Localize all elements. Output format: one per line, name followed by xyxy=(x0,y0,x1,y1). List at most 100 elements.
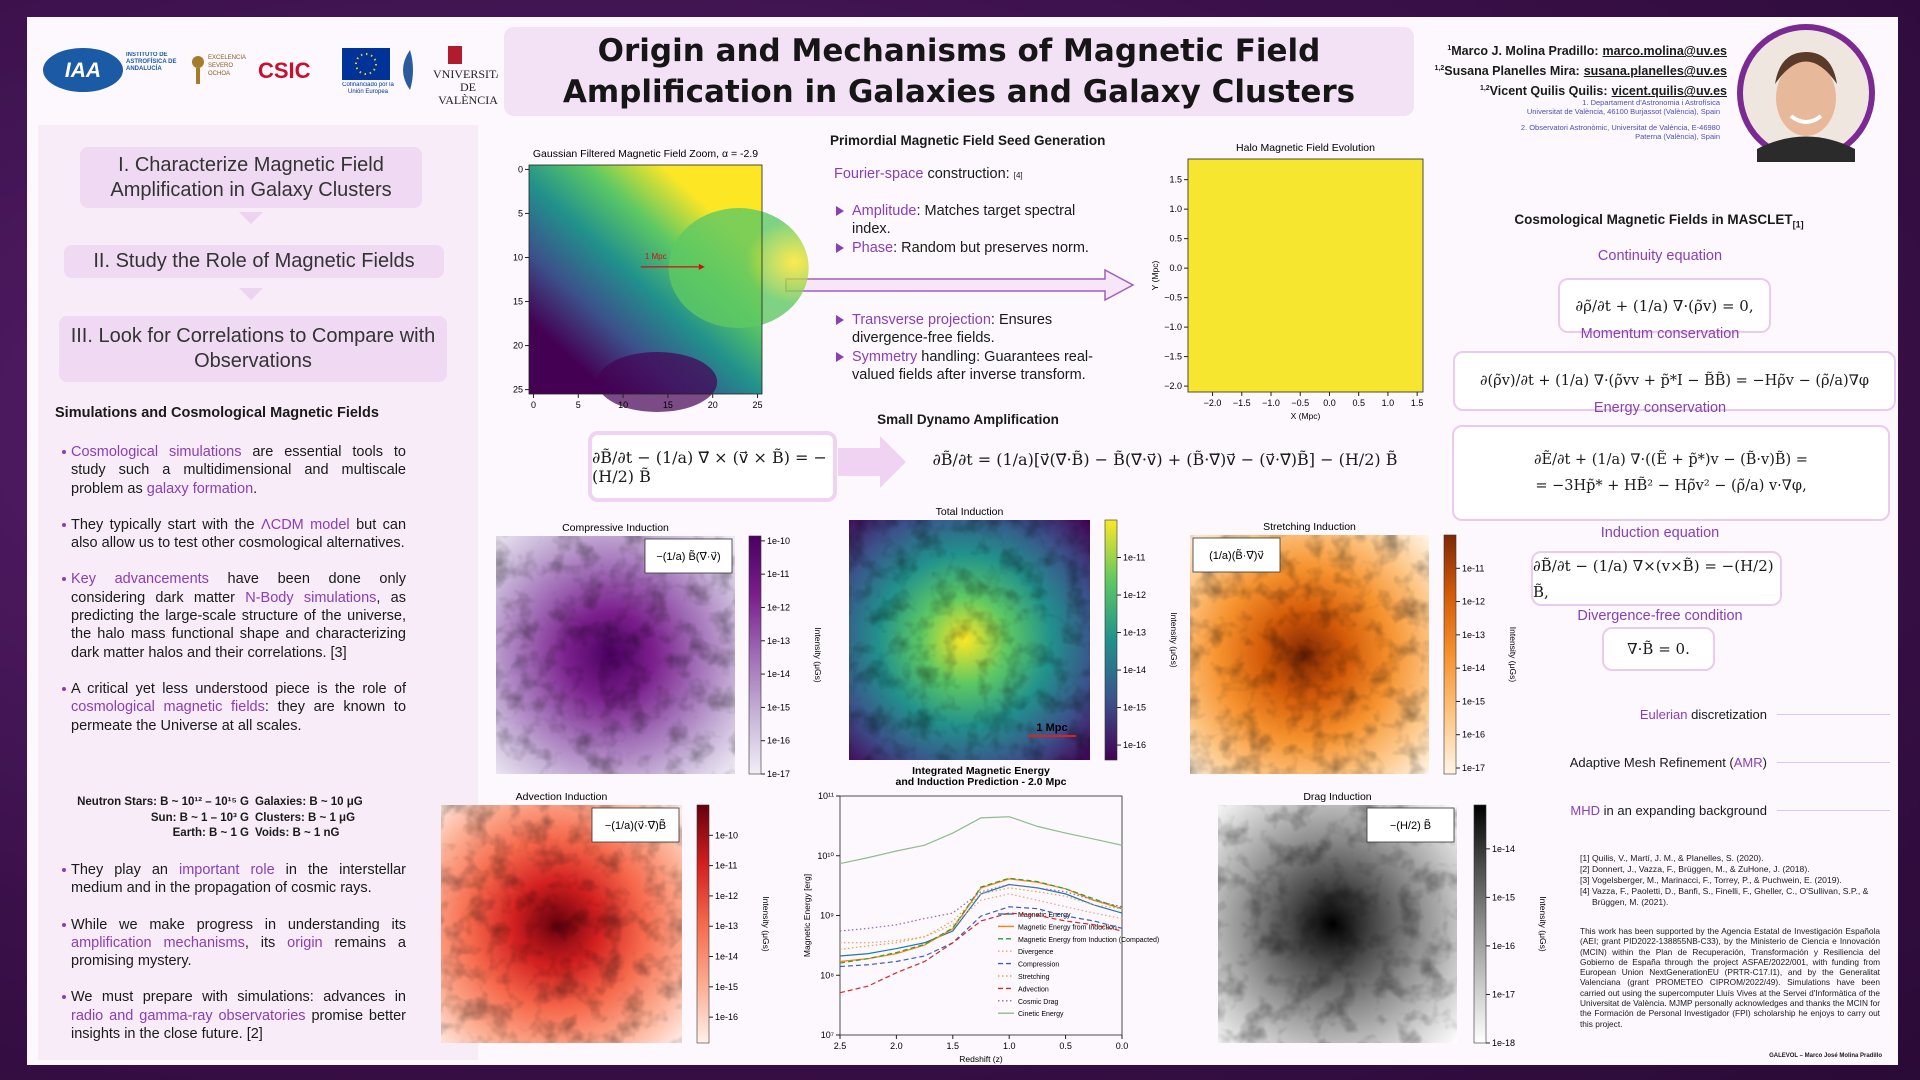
reference: [4] Vazza, F., Paoletti, D., Banfi, S., … xyxy=(1580,886,1869,907)
section-title: Cosmological Magnetic Fields in MASCLET[… xyxy=(1459,212,1859,230)
x-tick-label: 10 xyxy=(618,400,628,410)
legend-label: Magnetic Energy from Induction (Compacte… xyxy=(1018,937,1159,944)
text-run: A critical yet less understood piece is … xyxy=(71,680,406,697)
highlight: amplification mechanisms xyxy=(71,934,245,951)
heatmap-image xyxy=(1188,159,1423,392)
equation-box: ∂B̃/∂t − (1/a) ∇⃗ × (v⃗ × B̃) = −(H/2) B… xyxy=(588,431,837,502)
equation: ∂ρ̃/∂t + (1/a) ∇·(ρ̃v) = 0, xyxy=(1575,296,1754,315)
legend-label: Compression xyxy=(1018,962,1059,969)
x-axis-label: Redshift (z) xyxy=(959,1054,1003,1064)
formula-box xyxy=(1192,537,1281,573)
photo-hair xyxy=(1775,52,1837,84)
field-texture xyxy=(849,520,1090,760)
y-tick-label: 10 xyxy=(513,252,523,262)
colorbar-tick-label: 1e-15 xyxy=(1462,696,1485,706)
y-tick-label: 25 xyxy=(513,385,523,395)
chart-title: Gaussian Filtered Magnetic Field Zoom, α… xyxy=(533,148,758,160)
authors: 1Marco J. Molina Pradillo: marco.molina@u… xyxy=(1420,40,1728,100)
goal-step: III. Look for Correlations to Compare wi… xyxy=(59,316,447,382)
author-name: Susana Planelles Mira: xyxy=(1444,64,1580,79)
series-line xyxy=(839,878,1123,963)
y-tick-label: 10⁸ xyxy=(820,970,834,980)
equation-label: Energy conservation xyxy=(1593,400,1727,416)
colorbar-tick-label: 1e-10 xyxy=(767,536,790,546)
goal-step: II. Study the Role of Magnetic Fields xyxy=(64,245,444,278)
equation-box: ∂Ẽ/∂t + (1/a) ∇·((Ẽ + p̃*)v − (B̃·v)B̃) … xyxy=(1452,425,1890,521)
affiliation: 1. Departament d'Astronomia i Astrofísic… xyxy=(1526,98,1720,116)
colorbar-label: Intensity (μGs) xyxy=(813,627,823,683)
y-axis-label: Magnetic Energy [erg] xyxy=(802,874,812,957)
text-run: in an expanding background xyxy=(1600,802,1767,818)
bullet-list: Cosmological simulations are essential t… xyxy=(62,443,406,753)
colorbar-tick-label: 1e-14 xyxy=(715,952,738,962)
goal-step: I. Characterize Magnetic Field Amplifica… xyxy=(80,147,422,208)
text-run: have been done only considering dark mat… xyxy=(71,571,406,606)
colorbar-tick-label: 1e-17 xyxy=(1462,763,1485,773)
legend-label: Magnetic Energy from Induction xyxy=(1018,924,1117,931)
colorbar-tick-label: 1e-12 xyxy=(1462,597,1485,607)
x-tick-label: −1.5 xyxy=(1233,398,1251,408)
colorbar-tick-label: 1e-14 xyxy=(1462,663,1485,673)
references: [1] Quilis, V., Martí, J. M., & Planelle… xyxy=(1580,853,1880,908)
equation: ∂Ẽ/∂t + (1/a) ∇·((Ẽ + p̃*)v − (B̃·v)B̃) … xyxy=(1534,452,1808,468)
series-line xyxy=(839,816,1123,865)
text-run: construction: xyxy=(923,166,1014,182)
text-run: They play an xyxy=(71,862,179,878)
field-scale: Galaxies: B ~ 10 μG xyxy=(255,796,363,808)
x-tick-label: 0.0 xyxy=(1116,1041,1129,1051)
colorbar-label: Intensity (μGs) xyxy=(1538,896,1548,952)
eu-stars xyxy=(355,53,377,75)
logo-mark xyxy=(196,68,200,84)
section-title: Simulations and Cosmological Magnetic Fi… xyxy=(55,405,379,421)
chart-title: Stretching Induction xyxy=(1263,521,1356,533)
highlight: Fourier-space xyxy=(834,166,924,182)
colorbar-label: Intensity (μGs) xyxy=(1508,627,1518,683)
chart-title: Integrated Magnetic Energy xyxy=(912,765,1050,777)
y-tick-label: 0 xyxy=(518,164,523,174)
colorbar-tick-label: 1e-13 xyxy=(715,921,738,931)
formula: −(1/a) B̃(∇⃗·v⃗) xyxy=(656,550,720,563)
citation: [1] xyxy=(1792,219,1804,230)
y-tick-label: −1.0 xyxy=(1164,322,1182,332)
text-run: in the interstellar medium and in the pr… xyxy=(71,862,406,897)
colorbar-tick-label: 1e-16 xyxy=(715,1012,738,1022)
field-scale: Sun: B ~ 1 – 10³ G xyxy=(150,811,249,824)
x-tick-label: 20 xyxy=(708,400,718,410)
field-scale: Clusters: B ~ 1 μG xyxy=(255,811,356,824)
method-rule xyxy=(1777,761,1890,763)
bullet: While we make progress in understanding … xyxy=(62,916,406,971)
section-title: Small Dynamo Amplification xyxy=(877,412,1059,427)
x-tick-label: 0 xyxy=(531,400,536,410)
bullet: We must prepare with simulations: advanc… xyxy=(62,988,406,1043)
colorbar-tick-label: 1e-12 xyxy=(715,891,738,901)
seed-item: Phase: Random but preserves norm. xyxy=(834,239,1104,257)
method: MHD in an expanding background xyxy=(1440,803,1767,818)
colorbar-tick-label: 1e-15 xyxy=(767,702,790,712)
x-tick-label: 1.0 xyxy=(1382,398,1395,408)
colorbar-tick-label: 1e-11 xyxy=(715,861,737,871)
equation-box: ∇·B̃ = 0. xyxy=(1602,627,1715,671)
colorbar-tick-label: 1e-12 xyxy=(767,602,790,612)
x-tick-label: 0.5 xyxy=(1352,398,1365,408)
annotation: 1 Mpc xyxy=(645,252,667,261)
field-scale: Earth: B ~ 1 G xyxy=(172,827,249,839)
method-rule xyxy=(1777,713,1890,715)
y-axis-label: Y (Mpc) xyxy=(1150,261,1160,291)
chart-title: Halo Magnetic Field Evolution xyxy=(1236,142,1375,154)
legend-label: Advection xyxy=(1018,986,1049,993)
formula: −(1/a)(v⃗·∇⃗)B̃ xyxy=(605,819,666,832)
highlight: important role xyxy=(179,862,275,878)
equation: ∇·B̃ = 0. xyxy=(1627,640,1690,658)
y-tick-label: 1.5 xyxy=(1169,175,1182,185)
equation: ∂(ρ̃v)/∂t + (1/a) ∇·(ρ̃vv + p̃*I − B̃B̃)… xyxy=(1480,373,1869,389)
text-run: : they are known to permeate the Univers… xyxy=(71,699,407,734)
y-tick-label: 20 xyxy=(513,341,523,351)
author: 1Marco J. Molina Pradillo: marco.molina@u… xyxy=(1420,40,1727,60)
text-run: , as predicting the large-scale structur… xyxy=(71,589,406,661)
flow-arrow xyxy=(785,268,1135,302)
chart-title: Advection Induction xyxy=(516,791,608,803)
colorbar-tick-label: 1e-13 xyxy=(767,636,790,646)
series-line xyxy=(839,912,1123,994)
step-arrow xyxy=(239,212,263,224)
